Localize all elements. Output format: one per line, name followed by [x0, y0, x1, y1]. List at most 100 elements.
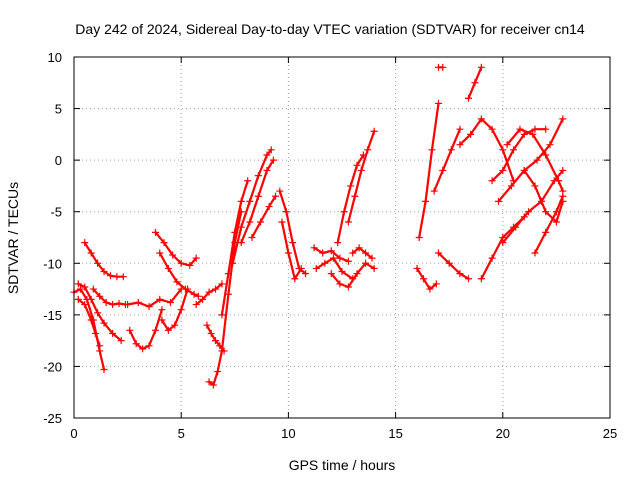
data-point: [525, 208, 533, 216]
x-axis-label: GPS time / hours: [289, 457, 396, 473]
data-point: [499, 166, 507, 174]
data-point: [464, 94, 472, 102]
data-point: [237, 239, 245, 247]
data-point: [139, 345, 147, 353]
data-point: [257, 218, 265, 226]
data-point: [81, 283, 89, 291]
data-point: [145, 303, 153, 311]
series-s29: [434, 63, 447, 71]
data-point: [546, 141, 554, 149]
grid: [74, 57, 610, 418]
series-trace: [497, 117, 564, 203]
series-trace: [437, 251, 470, 280]
series-s1: [70, 285, 108, 374]
data-point: [246, 218, 254, 226]
data-point: [194, 292, 202, 300]
data-point: [190, 290, 198, 298]
y-tick-label: 0: [55, 153, 62, 168]
data-point: [456, 125, 464, 133]
data-point: [106, 272, 114, 280]
series-s2: [74, 280, 125, 345]
data-point: [477, 63, 485, 71]
data-point: [370, 264, 378, 272]
series-trace: [533, 195, 564, 255]
data-point: [336, 254, 344, 262]
data-point: [351, 192, 359, 200]
data-point: [327, 247, 335, 255]
data-point: [321, 259, 329, 267]
data-point: [477, 115, 485, 123]
data-point: [344, 218, 352, 226]
series-s7: [124, 285, 185, 311]
y-tick-label: 10: [48, 50, 62, 65]
data-point: [284, 249, 292, 257]
data-point: [158, 316, 166, 324]
data-point: [74, 295, 82, 303]
series-s19: [278, 218, 305, 283]
series-s10: [158, 285, 192, 334]
data-point: [151, 228, 159, 236]
series-trace: [240, 159, 275, 244]
series-s26: [415, 99, 442, 241]
series-s14: [218, 177, 252, 319]
series-trace: [231, 148, 273, 265]
data-point: [87, 295, 95, 303]
data-point: [109, 329, 117, 337]
plot-frame: [73, 56, 611, 419]
data-point: [347, 182, 355, 190]
series-trace: [347, 130, 376, 224]
data-point: [218, 347, 226, 355]
data-point: [87, 249, 95, 257]
series-s17: [248, 192, 280, 241]
series-s20: [310, 244, 352, 265]
data-point: [355, 244, 363, 252]
data-point: [362, 249, 370, 257]
data-point: [269, 156, 277, 164]
data-point: [471, 79, 479, 87]
data-point: [212, 285, 220, 293]
data-point: [267, 146, 275, 154]
series-s8: [151, 228, 200, 269]
data-point: [76, 285, 84, 293]
data-point: [192, 301, 200, 309]
data-point: [209, 381, 217, 389]
data-point: [297, 264, 305, 272]
series-trace: [126, 288, 183, 308]
series-s32: [456, 115, 518, 185]
data-point: [422, 197, 430, 205]
data-point: [488, 177, 496, 185]
data-point: [91, 329, 99, 337]
y-axis-label: SDTVAR / TECUs: [5, 182, 21, 294]
data-point: [428, 146, 436, 154]
series-s28: [430, 125, 464, 195]
data-point: [344, 257, 352, 265]
data-point: [364, 146, 372, 154]
series-s39: [531, 192, 567, 257]
y-tick-label: -5: [50, 205, 62, 220]
series-trace: [418, 102, 440, 239]
data-point: [419, 275, 427, 283]
data-point: [507, 182, 515, 190]
series-s34: [488, 125, 550, 185]
data-point: [87, 316, 95, 324]
data-point: [510, 146, 518, 154]
data-point: [559, 192, 567, 200]
data-point: [456, 270, 464, 278]
series-s31: [434, 249, 472, 283]
data-point: [205, 378, 213, 386]
data-point: [368, 254, 376, 262]
data-point: [302, 270, 310, 278]
series-s16: [237, 156, 277, 247]
y-tick-label: -10: [43, 256, 62, 271]
data-point: [353, 161, 361, 169]
data-point: [278, 218, 286, 226]
data-point: [166, 298, 174, 306]
y-tick-label: -20: [43, 359, 62, 374]
data-point: [340, 208, 348, 216]
data-point: [531, 249, 539, 257]
data-point: [214, 368, 222, 376]
data-point: [254, 172, 262, 180]
data-point: [119, 273, 127, 281]
data-point: [272, 192, 280, 200]
data-point: [533, 156, 541, 164]
